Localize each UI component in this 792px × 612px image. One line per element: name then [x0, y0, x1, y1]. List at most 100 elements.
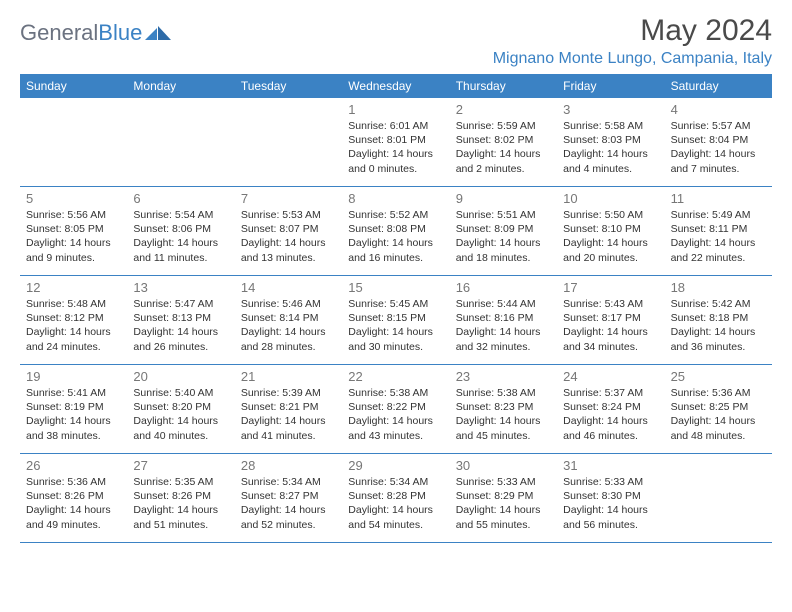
day-number: 17 — [563, 280, 658, 295]
day-info: Sunrise: 5:33 AMSunset: 8:29 PMDaylight:… — [456, 475, 551, 532]
day-info: Sunrise: 5:58 AMSunset: 8:03 PMDaylight:… — [563, 119, 658, 176]
day-number: 28 — [241, 458, 336, 473]
calendar-week: 26 Sunrise: 5:36 AMSunset: 8:26 PMDayligh… — [20, 454, 772, 543]
calendar-cell: 5Sunrise: 5:56 AMSunset: 8:05 PMDaylight… — [20, 187, 127, 275]
day-number: 10 — [563, 191, 658, 206]
weekday-header: Tuesday — [235, 74, 342, 98]
calendar-cell: 25Sunrise: 5:36 AMSunset: 8:25 PMDayligh… — [665, 365, 772, 453]
calendar-cell: 19 Sunrise: 5:41 AMSunset: 8:19 PMDayligh… — [20, 365, 127, 453]
calendar-cell: 13Sunrise: 5:47 AMSunset: 8:13 PMDayligh… — [127, 276, 234, 364]
day-info: Sunrise: 5:47 AMSunset: 8:13 PMDaylight:… — [133, 297, 228, 354]
weekday-header: Wednesday — [342, 74, 449, 98]
calendar-cell: 3 Sunrise: 5:58 AMSunset: 8:03 PMDaylight… — [557, 98, 664, 186]
day-number: 27 — [133, 458, 228, 473]
calendar-cell: 26 Sunrise: 5:36 AMSunset: 8:26 PMDayligh… — [20, 454, 127, 542]
calendar-cell — [20, 98, 127, 186]
day-number: 8 — [348, 191, 443, 206]
calendar-cell: 14 Sunrise: 5:46 AMSunset: 8:14 PMDayligh… — [235, 276, 342, 364]
day-info: Sunrise: 5:51 AMSunset: 8:09 PMDaylight:… — [456, 208, 551, 265]
day-info: Sunrise: 5:48 AMSunset: 8:12 PMDaylight:… — [26, 297, 121, 354]
day-info: Sunrise: 5:45 AMSunset: 8:15 PMDaylight:… — [348, 297, 443, 354]
calendar-cell: 1 Sunrise: 6:01 AMSunset: 8:01 PMDaylight… — [342, 98, 449, 186]
day-number: 25 — [671, 369, 766, 384]
day-number: 7 — [241, 191, 336, 206]
day-number: 26 — [26, 458, 121, 473]
day-number: 31 — [563, 458, 658, 473]
weekday-header: Monday — [127, 74, 234, 98]
day-info: Sunrise: 5:36 AMSunset: 8:26 PMDaylight:… — [26, 475, 121, 532]
header: GeneralBlue May 2024 Mignano Monte Lungo… — [20, 14, 772, 68]
calendar-cell: 9 Sunrise: 5:51 AMSunset: 8:09 PMDaylight… — [450, 187, 557, 275]
day-info: Sunrise: 5:38 AMSunset: 8:23 PMDaylight:… — [456, 386, 551, 443]
day-info: Sunrise: 5:46 AMSunset: 8:14 PMDaylight:… — [241, 297, 336, 354]
title-block: May 2024 Mignano Monte Lungo, Campania, … — [493, 14, 772, 68]
day-info: Sunrise: 6:01 AMSunset: 8:01 PMDaylight:… — [348, 119, 443, 176]
calendar-cell — [235, 98, 342, 186]
day-info: Sunrise: 5:50 AMSunset: 8:10 PMDaylight:… — [563, 208, 658, 265]
day-number: 15 — [348, 280, 443, 295]
calendar-cell: 23Sunrise: 5:38 AMSunset: 8:23 PMDayligh… — [450, 365, 557, 453]
calendar-cell: 29 Sunrise: 5:34 AMSunset: 8:28 PMDayligh… — [342, 454, 449, 542]
calendar-cell: 20Sunrise: 5:40 AMSunset: 8:20 PMDayligh… — [127, 365, 234, 453]
calendar-cell: 24 Sunrise: 5:37 AMSunset: 8:24 PMDayligh… — [557, 365, 664, 453]
day-info: Sunrise: 5:34 AMSunset: 8:28 PMDaylight:… — [348, 475, 443, 532]
day-info: Sunrise: 5:57 AMSunset: 8:04 PMDaylight:… — [671, 119, 766, 176]
calendar-cell: 21 Sunrise: 5:39 AMSunset: 8:21 PMDayligh… — [235, 365, 342, 453]
day-info: Sunrise: 5:34 AMSunset: 8:27 PMDaylight:… — [241, 475, 336, 532]
day-info: Sunrise: 5:39 AMSunset: 8:21 PMDaylight:… — [241, 386, 336, 443]
calendar-cell: 7 Sunrise: 5:53 AMSunset: 8:07 PMDaylight… — [235, 187, 342, 275]
calendar-cell: 27Sunrise: 5:35 AMSunset: 8:26 PMDayligh… — [127, 454, 234, 542]
calendar-cell — [127, 98, 234, 186]
day-number: 19 — [26, 369, 121, 384]
day-number: 1 — [348, 102, 443, 117]
brand-logo: GeneralBlue — [20, 20, 171, 46]
day-number: 9 — [456, 191, 551, 206]
calendar-cell: 17 Sunrise: 5:43 AMSunset: 8:17 PMDayligh… — [557, 276, 664, 364]
calendar-cell: 6Sunrise: 5:54 AMSunset: 8:06 PMDaylight… — [127, 187, 234, 275]
day-number: 3 — [563, 102, 658, 117]
calendar-cell: 18 Sunrise: 5:42 AMSunset: 8:18 PMDayligh… — [665, 276, 772, 364]
calendar-week: 1 Sunrise: 6:01 AMSunset: 8:01 PMDaylight… — [20, 98, 772, 187]
calendar-cell: 30 Sunrise: 5:33 AMSunset: 8:29 PMDayligh… — [450, 454, 557, 542]
day-number: 14 — [241, 280, 336, 295]
calendar-week: 5Sunrise: 5:56 AMSunset: 8:05 PMDaylight… — [20, 187, 772, 276]
calendar-week: 19 Sunrise: 5:41 AMSunset: 8:19 PMDayligh… — [20, 365, 772, 454]
calendar: SundayMondayTuesdayWednesdayThursdayFrid… — [20, 74, 772, 543]
day-number: 24 — [563, 369, 658, 384]
day-number: 30 — [456, 458, 551, 473]
day-info: Sunrise: 5:56 AMSunset: 8:05 PMDaylight:… — [26, 208, 121, 265]
weekday-header: Saturday — [665, 74, 772, 98]
day-info: Sunrise: 5:40 AMSunset: 8:20 PMDaylight:… — [133, 386, 228, 443]
brand-part1: General — [20, 20, 98, 46]
calendar-cell: 2 Sunrise: 5:59 AMSunset: 8:02 PMDaylight… — [450, 98, 557, 186]
day-number: 29 — [348, 458, 443, 473]
calendar-cell: 11Sunrise: 5:49 AMSunset: 8:11 PMDayligh… — [665, 187, 772, 275]
location-text: Mignano Monte Lungo, Campania, Italy — [493, 50, 772, 68]
day-number: 6 — [133, 191, 228, 206]
calendar-cell — [665, 454, 772, 542]
month-title: May 2024 — [493, 14, 772, 48]
calendar-cell: 8 Sunrise: 5:52 AMSunset: 8:08 PMDaylight… — [342, 187, 449, 275]
flag-icon — [145, 20, 171, 46]
day-info: Sunrise: 5:41 AMSunset: 8:19 PMDaylight:… — [26, 386, 121, 443]
day-info: Sunrise: 5:52 AMSunset: 8:08 PMDaylight:… — [348, 208, 443, 265]
day-number: 2 — [456, 102, 551, 117]
brand-part2: Blue — [98, 20, 142, 46]
day-info: Sunrise: 5:37 AMSunset: 8:24 PMDaylight:… — [563, 386, 658, 443]
day-info: Sunrise: 5:43 AMSunset: 8:17 PMDaylight:… — [563, 297, 658, 354]
calendar-cell: 10 Sunrise: 5:50 AMSunset: 8:10 PMDayligh… — [557, 187, 664, 275]
day-number: 12 — [26, 280, 121, 295]
calendar-cell: 31Sunrise: 5:33 AMSunset: 8:30 PMDayligh… — [557, 454, 664, 542]
day-info: Sunrise: 5:44 AMSunset: 8:16 PMDaylight:… — [456, 297, 551, 354]
day-number: 21 — [241, 369, 336, 384]
day-info: Sunrise: 5:59 AMSunset: 8:02 PMDaylight:… — [456, 119, 551, 176]
calendar-cell: 4 Sunrise: 5:57 AMSunset: 8:04 PMDaylight… — [665, 98, 772, 186]
day-number: 4 — [671, 102, 766, 117]
weekday-header: Friday — [557, 74, 664, 98]
weekday-header-row: SundayMondayTuesdayWednesdayThursdayFrid… — [20, 74, 772, 98]
day-number: 18 — [671, 280, 766, 295]
calendar-cell: 28 Sunrise: 5:34 AMSunset: 8:27 PMDayligh… — [235, 454, 342, 542]
day-info: Sunrise: 5:42 AMSunset: 8:18 PMDaylight:… — [671, 297, 766, 354]
day-info: Sunrise: 5:53 AMSunset: 8:07 PMDaylight:… — [241, 208, 336, 265]
day-info: Sunrise: 5:38 AMSunset: 8:22 PMDaylight:… — [348, 386, 443, 443]
